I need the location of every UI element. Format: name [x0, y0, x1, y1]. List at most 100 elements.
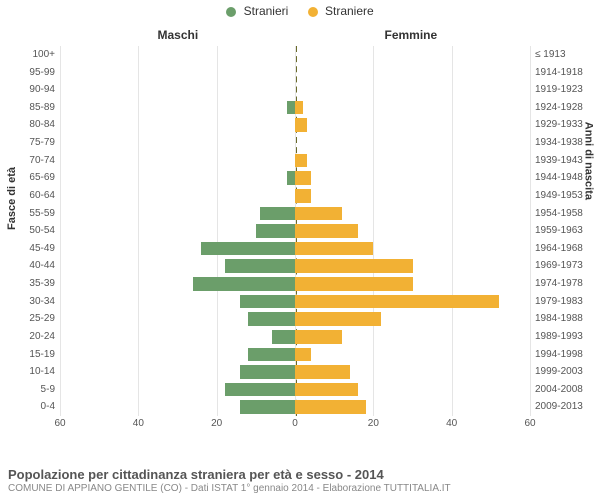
x-tick-label: 20 — [211, 418, 222, 429]
chart-subtitle: COMUNE DI APPIANO GENTILE (CO) - Dati IS… — [8, 483, 592, 494]
age-label: 80-84 — [5, 116, 55, 134]
age-label: 70-74 — [5, 152, 55, 170]
bar-male — [248, 348, 295, 362]
age-label: 45-49 — [5, 240, 55, 258]
x-tick-label: 40 — [446, 418, 457, 429]
age-label: 20-24 — [5, 328, 55, 346]
age-row: 70-741939-1943 — [60, 152, 530, 170]
bar-female — [295, 101, 303, 115]
birth-year-label: ≤ 1913 — [535, 46, 595, 64]
age-row: 65-691944-1948 — [60, 169, 530, 187]
age-label: 50-54 — [5, 222, 55, 240]
bar-male — [201, 242, 295, 256]
birth-year-label: 1934-1938 — [535, 134, 595, 152]
birth-year-label: 1984-1988 — [535, 310, 595, 328]
bar-female — [295, 224, 358, 238]
age-label: 90-94 — [5, 81, 55, 99]
age-label: 25-29 — [5, 310, 55, 328]
x-tick-label: 0 — [292, 418, 298, 429]
x-axis-ticks: 6040200204060 — [60, 416, 530, 438]
bar-female — [295, 400, 366, 414]
birth-year-label: 1924-1928 — [535, 99, 595, 117]
age-label: 35-39 — [5, 275, 55, 293]
bar-male — [248, 312, 295, 326]
age-row: 90-941919-1923 — [60, 81, 530, 99]
birth-year-label: 1979-1983 — [535, 293, 595, 311]
bar-male — [256, 224, 295, 238]
bar-male — [260, 207, 295, 221]
birth-year-label: 1989-1993 — [535, 328, 595, 346]
birth-year-label: 1939-1943 — [535, 152, 595, 170]
age-row: 20-241989-1993 — [60, 328, 530, 346]
circle-icon — [226, 7, 236, 17]
birth-year-label: 1954-1958 — [535, 205, 595, 223]
age-row: 50-541959-1963 — [60, 222, 530, 240]
age-label: 100+ — [5, 46, 55, 64]
age-row: 100+≤ 1913 — [60, 46, 530, 64]
bar-female — [295, 259, 413, 273]
age-row: 35-391974-1978 — [60, 275, 530, 293]
birth-year-label: 1919-1923 — [535, 81, 595, 99]
bar-male — [287, 101, 295, 115]
age-label: 65-69 — [5, 169, 55, 187]
bar-female — [295, 189, 311, 203]
legend-item-female: Straniere — [308, 4, 374, 18]
age-row: 15-191994-1998 — [60, 346, 530, 364]
bar-female — [295, 383, 358, 397]
bar-female — [295, 295, 499, 309]
legend: Stranieri Straniere — [0, 4, 600, 18]
x-tick-label: 20 — [368, 418, 379, 429]
age-row: 80-841929-1933 — [60, 116, 530, 134]
age-label: 75-79 — [5, 134, 55, 152]
bar-female — [295, 348, 311, 362]
birth-year-label: 1914-1918 — [535, 64, 595, 82]
birth-year-label: 1969-1973 — [535, 257, 595, 275]
bar-male — [225, 383, 296, 397]
plot-area: Maschi Femmine 100+≤ 191395-991914-19189… — [60, 28, 530, 438]
bar-male — [240, 365, 295, 379]
bar-male — [240, 295, 295, 309]
age-row: 60-641949-1953 — [60, 187, 530, 205]
age-row: 55-591954-1958 — [60, 205, 530, 223]
age-label: 30-34 — [5, 293, 55, 311]
age-row: 10-141999-2003 — [60, 363, 530, 381]
birth-year-label: 1949-1953 — [535, 187, 595, 205]
birth-year-label: 1999-2003 — [535, 363, 595, 381]
birth-year-label: 1959-1963 — [535, 222, 595, 240]
bar-female — [295, 171, 311, 185]
age-row: 5-92004-2008 — [60, 381, 530, 399]
age-row: 45-491964-1968 — [60, 240, 530, 258]
birth-year-label: 1929-1933 — [535, 116, 595, 134]
birth-year-label: 2009-2013 — [535, 398, 595, 416]
age-row: 95-991914-1918 — [60, 64, 530, 82]
legend-label-male: Stranieri — [244, 4, 289, 18]
bar-female — [295, 277, 413, 291]
x-tick-label: 60 — [524, 418, 535, 429]
birth-year-label: 1974-1978 — [535, 275, 595, 293]
x-tick-label: 40 — [133, 418, 144, 429]
chart-title: Popolazione per cittadinanza straniera p… — [8, 467, 592, 482]
bar-male — [240, 400, 295, 414]
age-row: 75-791934-1938 — [60, 134, 530, 152]
bar-male — [287, 171, 295, 185]
bar-female — [295, 207, 342, 221]
bar-male — [193, 277, 295, 291]
birth-year-label: 2004-2008 — [535, 381, 595, 399]
birth-year-label: 1994-1998 — [535, 346, 595, 364]
age-row: 40-441969-1973 — [60, 257, 530, 275]
age-label: 5-9 — [5, 381, 55, 399]
chart-footer: Popolazione per cittadinanza straniera p… — [8, 467, 592, 494]
population-pyramid-chart: Stranieri Straniere Fasce di età Anni di… — [0, 0, 600, 500]
age-row: 0-42009-2013 — [60, 398, 530, 416]
age-label: 40-44 — [5, 257, 55, 275]
legend-label-female: Straniere — [325, 4, 374, 18]
age-label: 85-89 — [5, 99, 55, 117]
birth-year-label: 1964-1968 — [535, 240, 595, 258]
gridline — [530, 46, 531, 416]
age-label: 60-64 — [5, 187, 55, 205]
bars-area: 100+≤ 191395-991914-191890-941919-192385… — [60, 46, 530, 416]
age-label: 0-4 — [5, 398, 55, 416]
section-title-female: Femmine — [385, 28, 438, 42]
age-label: 55-59 — [5, 205, 55, 223]
age-label: 95-99 — [5, 64, 55, 82]
